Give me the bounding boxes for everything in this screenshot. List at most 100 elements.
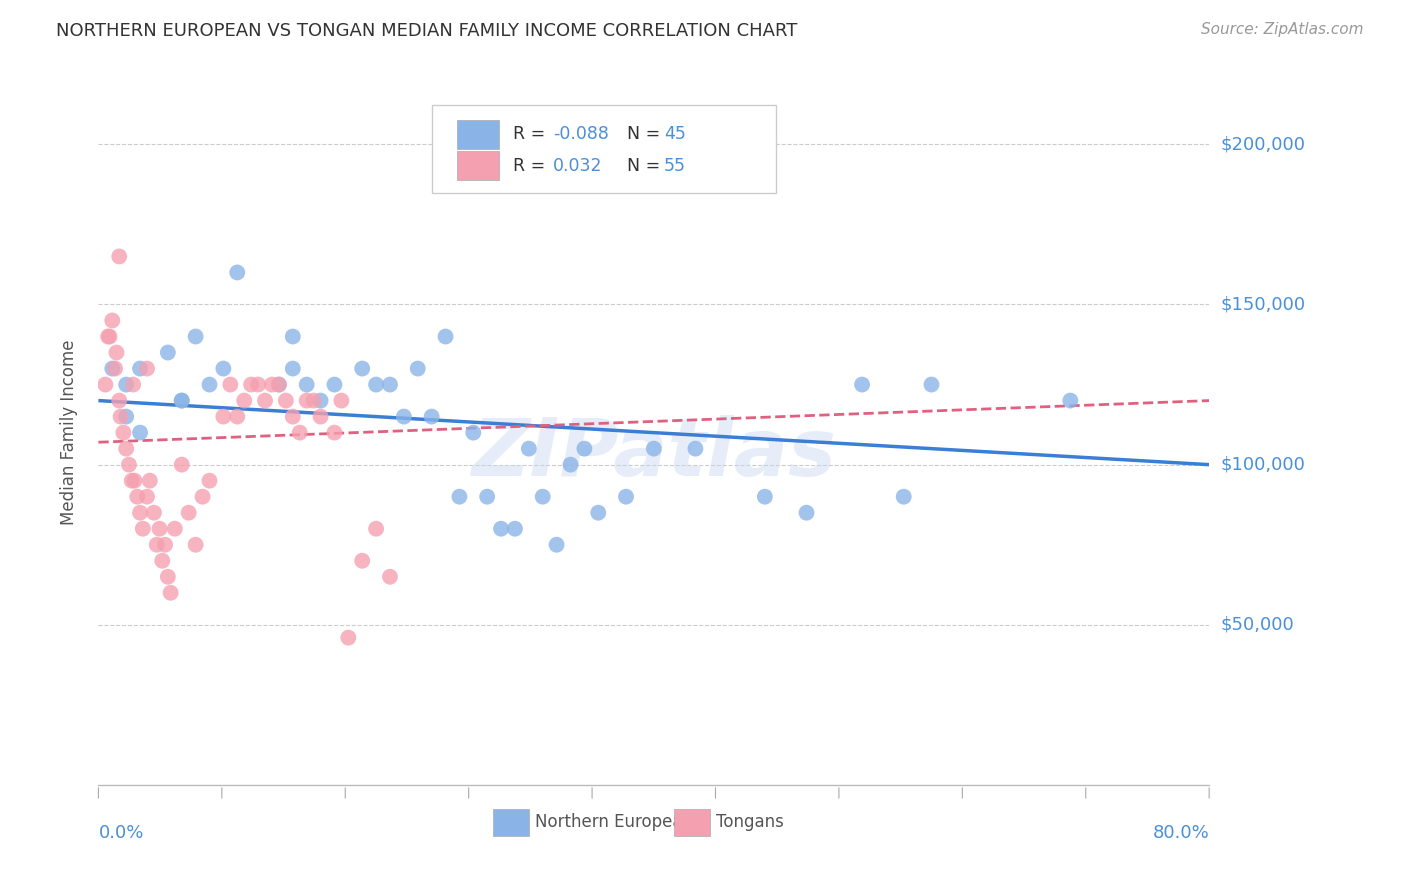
Point xyxy=(184,538,207,552)
Point xyxy=(112,425,135,440)
Point xyxy=(378,570,401,584)
Point xyxy=(159,586,181,600)
Point xyxy=(198,474,221,488)
Point xyxy=(226,409,249,424)
Point xyxy=(108,250,131,264)
Point xyxy=(129,361,152,376)
FancyBboxPatch shape xyxy=(457,151,499,180)
Text: NORTHERN EUROPEAN VS TONGAN MEDIAN FAMILY INCOME CORRELATION CHART: NORTHERN EUROPEAN VS TONGAN MEDIAN FAMIL… xyxy=(56,22,797,40)
Point xyxy=(247,377,270,392)
Point xyxy=(323,377,346,392)
Point xyxy=(143,506,166,520)
Point xyxy=(449,490,471,504)
FancyBboxPatch shape xyxy=(673,809,710,836)
Point xyxy=(489,522,512,536)
Text: 45: 45 xyxy=(664,126,686,144)
Point xyxy=(378,377,401,392)
Point xyxy=(309,393,332,408)
Point xyxy=(132,522,155,536)
Text: -0.088: -0.088 xyxy=(553,126,609,144)
FancyBboxPatch shape xyxy=(432,105,776,193)
Point xyxy=(148,522,170,536)
Point xyxy=(281,329,304,343)
Point xyxy=(98,329,121,343)
Point xyxy=(240,377,263,392)
Point xyxy=(685,442,707,456)
Text: $200,000: $200,000 xyxy=(1220,136,1305,153)
Point xyxy=(129,425,152,440)
Point xyxy=(302,393,325,408)
Point xyxy=(337,631,360,645)
Point xyxy=(463,425,485,440)
FancyBboxPatch shape xyxy=(492,809,530,836)
Text: Source: ZipAtlas.com: Source: ZipAtlas.com xyxy=(1201,22,1364,37)
Point xyxy=(212,409,235,424)
Point xyxy=(156,345,179,359)
Text: $150,000: $150,000 xyxy=(1220,295,1305,313)
Text: 80.0%: 80.0% xyxy=(1153,824,1209,842)
Point xyxy=(503,522,526,536)
Point xyxy=(233,393,256,408)
Point xyxy=(101,313,124,327)
Point xyxy=(219,377,242,392)
Point xyxy=(406,361,429,376)
Text: 0.032: 0.032 xyxy=(553,157,602,175)
Point xyxy=(295,377,318,392)
Point xyxy=(150,554,173,568)
Point xyxy=(420,409,443,424)
Point xyxy=(754,490,776,504)
Text: 0.0%: 0.0% xyxy=(98,824,143,842)
Text: R =: R = xyxy=(513,126,551,144)
Text: ZIPatlas: ZIPatlas xyxy=(471,415,837,492)
Point xyxy=(267,377,290,392)
Point xyxy=(588,506,610,520)
Y-axis label: Median Family Income: Median Family Income xyxy=(59,340,77,525)
Point xyxy=(121,474,143,488)
Point xyxy=(198,377,221,392)
Point xyxy=(118,458,141,472)
Point xyxy=(546,538,568,552)
Point xyxy=(101,361,124,376)
Point xyxy=(352,361,374,376)
Point xyxy=(1059,393,1081,408)
Point xyxy=(281,409,304,424)
Text: 55: 55 xyxy=(664,157,686,175)
Point xyxy=(115,442,138,456)
Point xyxy=(267,377,290,392)
Point xyxy=(122,377,145,392)
Point xyxy=(260,377,283,392)
Point xyxy=(517,442,540,456)
Point xyxy=(851,377,873,392)
Point xyxy=(139,474,162,488)
Point xyxy=(253,393,276,408)
Point xyxy=(94,377,117,392)
Point xyxy=(170,393,193,408)
Point xyxy=(288,425,311,440)
Point xyxy=(191,490,214,504)
Point xyxy=(796,506,818,520)
Point xyxy=(643,442,665,456)
Point xyxy=(170,458,193,472)
Text: Tongans: Tongans xyxy=(716,814,785,831)
Point xyxy=(110,409,132,424)
Point xyxy=(560,458,582,472)
Point xyxy=(366,522,388,536)
Point xyxy=(177,506,200,520)
Point xyxy=(97,329,120,343)
Point xyxy=(531,490,554,504)
Point xyxy=(108,393,131,408)
Text: $100,000: $100,000 xyxy=(1220,456,1305,474)
Point xyxy=(366,377,388,392)
Point xyxy=(352,554,374,568)
Point xyxy=(212,361,235,376)
Point xyxy=(274,393,297,408)
Text: R =: R = xyxy=(513,157,551,175)
Point xyxy=(323,425,346,440)
Point xyxy=(309,409,332,424)
Point xyxy=(281,361,304,376)
Point xyxy=(184,329,207,343)
Point xyxy=(105,345,128,359)
Point xyxy=(104,361,127,376)
Point xyxy=(153,538,176,552)
Point xyxy=(226,265,249,279)
